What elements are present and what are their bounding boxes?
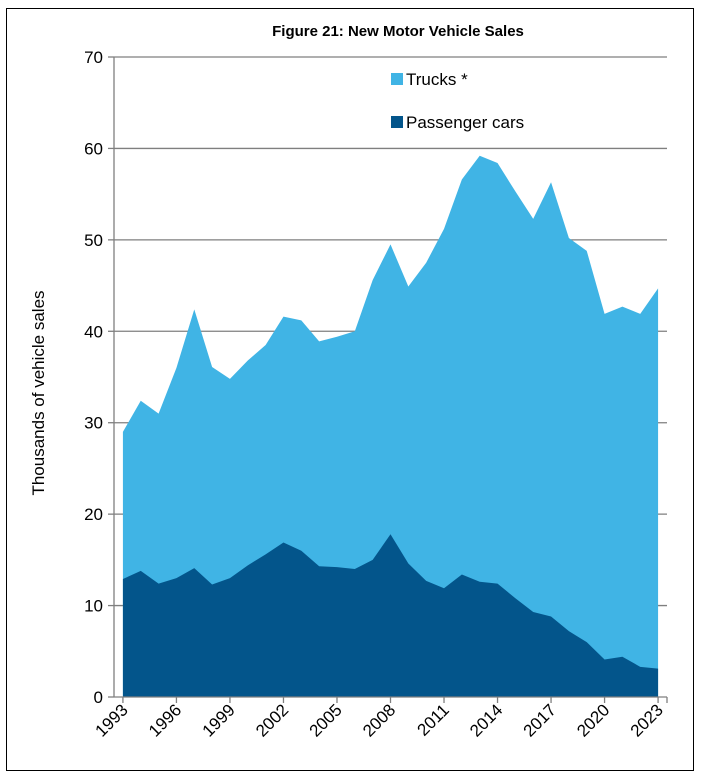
legend-swatch: [391, 116, 403, 128]
legend: Trucks * Passenger cars: [391, 70, 524, 132]
legend-label: Passenger cars: [406, 113, 524, 132]
x-tick-label: 1996: [145, 700, 185, 740]
x-tick-labels: 1993 1996 1999 2002 2005 2008 2011 2014 2017 2020…: [92, 700, 667, 740]
x-tick-label: 2014: [466, 700, 506, 740]
y-tick-label: 60: [84, 139, 103, 158]
x-tick-label: 1999: [199, 700, 239, 740]
y-tick-label: 70: [84, 48, 103, 67]
y-tick-labels: 0 10 20 30 40 50 60 70: [84, 48, 103, 707]
chart-frame: [6, 8, 694, 771]
y-tick-label: 0: [94, 688, 103, 707]
area-series: [122, 155, 659, 697]
chart-title: Figure 21: New Motor Vehicle Sales: [272, 23, 524, 40]
legend-swatch: [391, 73, 403, 85]
series-area-passenger-cars: [122, 534, 659, 697]
y-tick-label: 20: [84, 505, 103, 524]
y-tick-label: 10: [84, 597, 103, 616]
x-tick-label: 2011: [414, 700, 453, 739]
y-tick-label: 40: [84, 322, 103, 341]
y-tick-label: 30: [84, 414, 103, 433]
legend-label: Trucks *: [406, 70, 468, 89]
x-tick-label: 2017: [520, 700, 560, 740]
x-tick-label: 2023: [627, 700, 667, 740]
x-tick-label: 2005: [306, 700, 346, 740]
y-axis-label: Thousands of vehicle sales: [29, 290, 48, 495]
x-tick-label: 2008: [359, 700, 399, 740]
y-tick-label: 50: [84, 231, 103, 250]
axes: [108, 56, 668, 703]
x-tick-label: 2020: [573, 700, 613, 740]
x-tick-label: 2002: [252, 700, 292, 740]
